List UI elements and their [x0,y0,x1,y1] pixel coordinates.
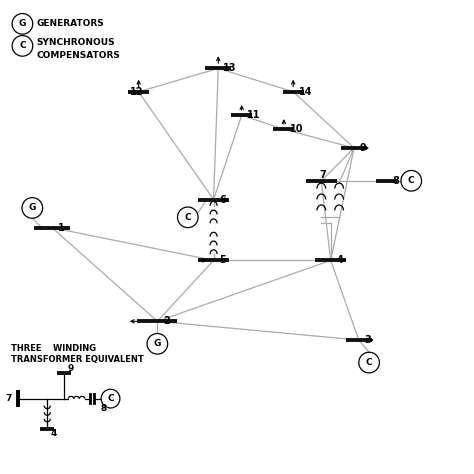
Text: GENERATORS: GENERATORS [36,19,104,28]
Text: 2: 2 [163,316,170,326]
Text: 5: 5 [219,255,226,265]
Text: 9: 9 [67,364,74,373]
Text: G: G [19,19,26,28]
Text: 11: 11 [247,110,261,120]
Text: 14: 14 [299,87,312,97]
Text: 12: 12 [130,87,144,97]
Text: 1: 1 [57,223,64,233]
Text: 9: 9 [360,143,366,153]
Text: 7: 7 [6,394,12,403]
Text: C: C [366,358,373,367]
Text: C: C [408,176,415,185]
Text: G: G [154,339,161,348]
Text: C: C [19,41,26,50]
Text: 7: 7 [319,170,326,180]
Text: 13: 13 [223,64,237,73]
Text: 4: 4 [337,255,343,265]
Text: THREE    WINDING: THREE WINDING [11,344,96,353]
Text: C: C [107,394,114,403]
Text: TRANSFORMER EQUIVALENT: TRANSFORMER EQUIVALENT [11,355,144,364]
Text: COMPENSATORS: COMPENSATORS [36,51,120,60]
Text: 4: 4 [51,429,57,438]
Text: SYNCHRONOUS: SYNCHRONOUS [36,38,115,47]
Text: 10: 10 [290,124,303,134]
Text: 6: 6 [219,194,226,204]
Text: 8: 8 [100,404,107,413]
Text: 3: 3 [365,335,371,345]
Text: C: C [184,213,191,222]
Text: 8: 8 [392,176,400,186]
Text: G: G [28,203,36,212]
